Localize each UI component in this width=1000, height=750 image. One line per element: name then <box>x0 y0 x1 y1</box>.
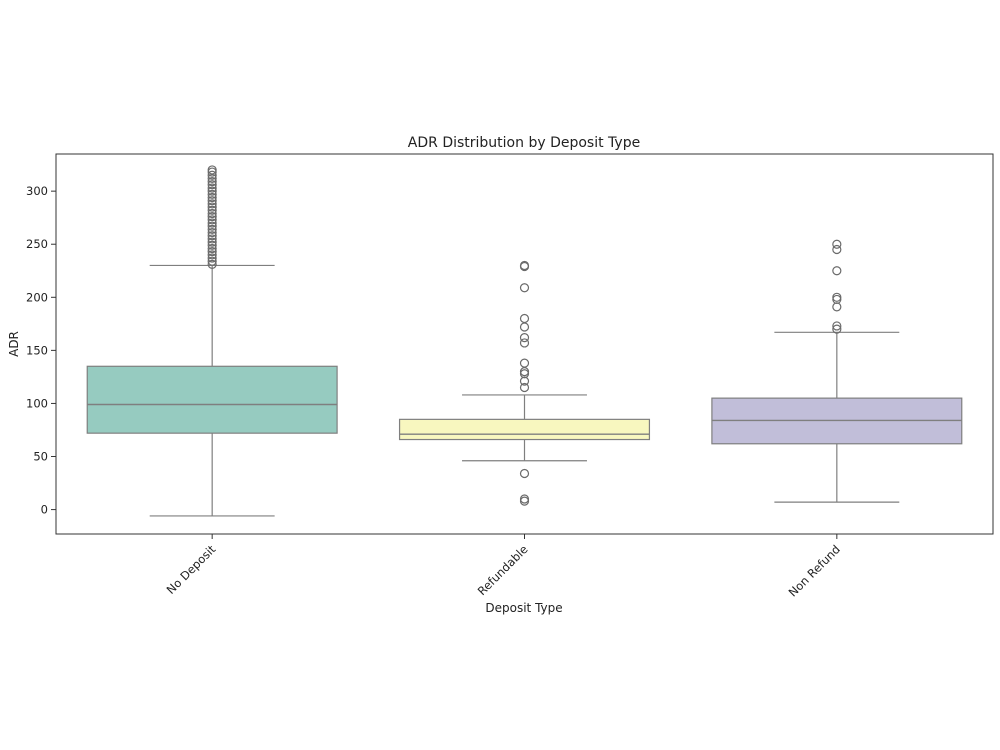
outlier-point-no-deposit <box>207 215 217 225</box>
y-tick-label: 0 <box>41 503 48 517</box>
outlier-point-no-deposit <box>207 192 217 203</box>
outlier-point-no-deposit <box>207 250 217 260</box>
outlier-point-refundable <box>519 333 530 343</box>
outlier-point-no-deposit <box>207 221 217 231</box>
outlier-point-no-deposit <box>207 253 217 263</box>
outlier-point-refundable <box>519 496 530 506</box>
y-tick-label: 150 <box>26 343 48 357</box>
y-tick-label: 250 <box>26 237 48 251</box>
outlier-point-no-deposit <box>207 243 217 254</box>
y-tick-label: 300 <box>26 184 48 198</box>
outlier-point-non-refund <box>832 292 842 302</box>
y-tick-label: 100 <box>26 396 48 410</box>
outlier-point-no-deposit <box>207 183 217 193</box>
x-axis-label: Deposit Type <box>485 601 562 615</box>
outlier-point-no-deposit <box>207 240 217 250</box>
outlier-point-no-deposit <box>207 218 217 228</box>
chart-title: ADR Distribution by Deposit Type <box>408 135 640 151</box>
outlier-point-no-deposit <box>207 237 217 247</box>
outlier-point-non-refund <box>832 266 842 276</box>
outlier-point-no-deposit <box>207 180 217 190</box>
outlier-point-no-deposit <box>207 205 217 215</box>
x-tick-label-refundable: Refundable <box>475 542 531 598</box>
outlier-point-no-deposit <box>207 259 217 269</box>
outlier-point-refundable <box>519 283 530 293</box>
outlier-point-non-refund <box>832 239 842 249</box>
outlier-point-no-deposit <box>207 247 217 257</box>
outlier-point-refundable <box>519 322 530 332</box>
outlier-point-non-refund <box>832 302 842 312</box>
box-no-deposit <box>86 365 338 434</box>
outlier-point-no-deposit <box>207 170 217 180</box>
outlier-point-non-refund <box>832 321 842 331</box>
box-refundable <box>398 418 651 441</box>
outlier-point-refundable <box>519 338 530 348</box>
outlier-point-no-deposit <box>207 186 217 196</box>
outlier-point-no-deposit <box>207 208 217 219</box>
outlier-point-no-deposit <box>207 165 217 175</box>
outlier-point-no-deposit <box>207 189 217 199</box>
outlier-point-refundable <box>519 358 530 368</box>
outlier-point-no-deposit <box>207 176 217 187</box>
outlier-point-no-deposit <box>207 202 217 212</box>
outlier-point-refundable <box>519 382 530 393</box>
outlier-point-refundable <box>519 468 530 479</box>
x-tick-label-non-refund: Non Refund <box>786 542 843 599</box>
outlier-point-no-deposit <box>207 196 217 206</box>
outlier-point-no-deposit <box>207 231 217 241</box>
y-axis-label: ADR <box>7 331 21 357</box>
outlier-point-non-refund <box>832 244 842 255</box>
plot-frame <box>55 153 994 535</box>
outlier-point-no-deposit <box>207 199 217 209</box>
y-tick-label: 50 <box>33 450 48 464</box>
outlier-point-no-deposit <box>207 234 217 244</box>
x-tick-label-no-deposit: No Deposit <box>164 542 219 597</box>
outlier-point-no-deposit <box>207 227 217 238</box>
outlier-point-non-refund <box>832 324 842 334</box>
outlier-point-no-deposit <box>207 212 217 222</box>
outlier-point-refundable <box>519 313 530 324</box>
outlier-point-no-deposit <box>207 256 217 266</box>
outlier-point-refundable <box>519 260 530 271</box>
y-tick-label: 200 <box>26 290 48 304</box>
plot-area: 0 50 100 150 200 250 300 No Deposit Refundable No… <box>26 165 963 600</box>
outlier-point-no-deposit <box>207 224 217 234</box>
